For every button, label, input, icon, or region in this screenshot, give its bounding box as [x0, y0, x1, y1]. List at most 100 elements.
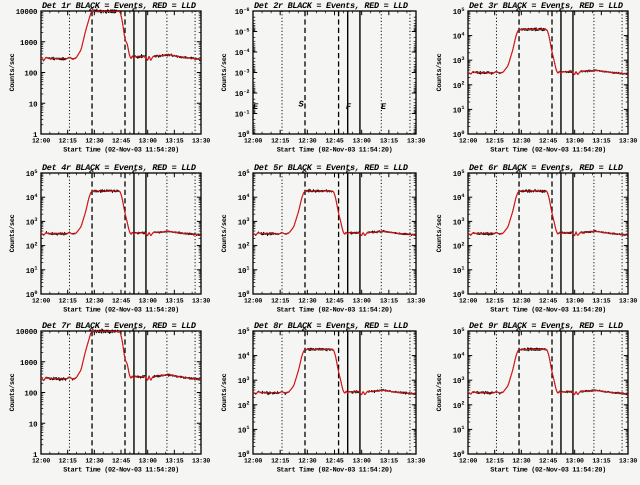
svg-text:Counts/sec: Counts/sec	[221, 53, 229, 91]
svg-text:13:30: 13:30	[619, 298, 637, 305]
svg-text:Start Time (02-Nov-03 11:54:20: Start Time (02-Nov-03 11:54:20)	[63, 466, 179, 474]
svg-text:Start Time (02-Nov-03 11:54:20: Start Time (02-Nov-03 11:54:20)	[277, 466, 393, 474]
svg-text:12:00: 12:00	[32, 458, 50, 465]
svg-text:13:15: 13:15	[592, 458, 610, 465]
svg-text:Det 5r BLACK = Events, RED = L: Det 5r BLACK = Events, RED = LLD	[254, 163, 408, 173]
svg-text:Start Time (02-Nov-03 11:54:20: Start Time (02-Nov-03 11:54:20)	[490, 146, 606, 154]
svg-text:Det 9r BLACK = Events, RED = L: Det 9r BLACK = Events, RED = LLD	[469, 321, 623, 331]
svg-text:13:00: 13:00	[353, 138, 371, 145]
svg-text:12:30: 12:30	[85, 458, 103, 465]
svg-text:13:00: 13:00	[139, 138, 157, 145]
svg-text:13:15: 13:15	[592, 298, 610, 305]
svg-text:13:00: 13:00	[566, 138, 584, 145]
svg-text:13:00: 13:00	[566, 458, 584, 465]
svg-text:Counts/sec: Counts/sec	[9, 214, 17, 252]
svg-text:Start Time (02-Nov-03 11:54:20: Start Time (02-Nov-03 11:54:20)	[63, 146, 179, 154]
svg-text:13:00: 13:00	[353, 298, 371, 305]
svg-text:1000: 1000	[20, 40, 38, 48]
svg-text:13:15: 13:15	[592, 138, 610, 145]
svg-text:12:45: 12:45	[539, 458, 557, 465]
svg-text:100: 100	[24, 71, 38, 79]
svg-text:12:45: 12:45	[325, 138, 343, 145]
svg-text:Start Time (02-Nov-03 11:54:20: Start Time (02-Nov-03 11:54:20)	[277, 306, 393, 314]
svg-text:13:00: 13:00	[139, 298, 157, 305]
svg-text:12:45: 12:45	[325, 298, 343, 305]
svg-text:13:15: 13:15	[165, 298, 183, 305]
svg-text:12:45: 12:45	[539, 138, 557, 145]
svg-text:Counts/sec: Counts/sec	[9, 373, 17, 411]
svg-text:10000: 10000	[16, 329, 38, 337]
svg-text:13:30: 13:30	[407, 138, 425, 145]
svg-text:12:15: 12:15	[59, 458, 77, 465]
svg-text:13:30: 13:30	[619, 138, 637, 145]
svg-text:12:00: 12:00	[459, 138, 477, 145]
svg-text:13:30: 13:30	[192, 458, 210, 465]
svg-text:12:00: 12:00	[244, 298, 262, 305]
svg-text:12:15: 12:15	[486, 298, 504, 305]
svg-text:Counts/sec: Counts/sec	[221, 373, 229, 411]
svg-text:12:00: 12:00	[459, 298, 477, 305]
svg-text:F: F	[346, 102, 352, 112]
svg-text:Det 1r BLACK = Events, RED = L: Det 1r BLACK = Events, RED = LLD	[42, 1, 196, 11]
svg-text:12:15: 12:15	[486, 138, 504, 145]
svg-text:12:15: 12:15	[59, 138, 77, 145]
svg-text:12:45: 12:45	[539, 298, 557, 305]
svg-text:12:30: 12:30	[85, 138, 103, 145]
svg-text:12:15: 12:15	[271, 458, 289, 465]
svg-text:13:00: 13:00	[139, 458, 157, 465]
svg-text:E: E	[253, 102, 259, 112]
svg-text:Counts/sec: Counts/sec	[9, 53, 17, 91]
svg-text:12:45: 12:45	[112, 138, 130, 145]
svg-text:12:00: 12:00	[244, 138, 262, 145]
svg-text:12:45: 12:45	[325, 458, 343, 465]
svg-text:Counts/sec: Counts/sec	[221, 214, 229, 252]
svg-text:12:30: 12:30	[298, 298, 316, 305]
svg-text:12:30: 12:30	[512, 298, 530, 305]
svg-text:Det 2r BLACK = Events, RED = L: Det 2r BLACK = Events, RED = LLD	[254, 1, 408, 11]
svg-text:12:30: 12:30	[298, 138, 316, 145]
svg-text:13:00: 13:00	[353, 458, 371, 465]
svg-text:12:30: 12:30	[512, 138, 530, 145]
svg-text:13:00: 13:00	[566, 298, 584, 305]
svg-text:12:45: 12:45	[112, 458, 130, 465]
svg-text:100: 100	[24, 391, 38, 399]
svg-text:10: 10	[29, 101, 38, 109]
svg-text:Det 7r BLACK = Events, RED = L: Det 7r BLACK = Events, RED = LLD	[42, 321, 196, 331]
svg-text:13:15: 13:15	[165, 138, 183, 145]
svg-text:13:30: 13:30	[192, 138, 210, 145]
svg-text:13:15: 13:15	[380, 458, 398, 465]
svg-text:13:15: 13:15	[380, 138, 398, 145]
svg-text:Counts/sec: Counts/sec	[436, 214, 444, 252]
svg-text:13:30: 13:30	[407, 298, 425, 305]
svg-text:12:30: 12:30	[512, 458, 530, 465]
svg-text:Start Time (02-Nov-03 11:54:20: Start Time (02-Nov-03 11:54:20)	[490, 306, 606, 314]
svg-text:Det 6r BLACK = Events, RED = L: Det 6r BLACK = Events, RED = LLD	[469, 163, 623, 173]
svg-text:Start Time (02-Nov-03 11:54:20: Start Time (02-Nov-03 11:54:20)	[277, 146, 393, 154]
svg-text:12:45: 12:45	[112, 298, 130, 305]
svg-text:12:15: 12:15	[59, 298, 77, 305]
svg-text:Start Time (02-Nov-03 11:54:20: Start Time (02-Nov-03 11:54:20)	[490, 466, 606, 474]
svg-text:12:00: 12:00	[459, 458, 477, 465]
svg-text:12:30: 12:30	[85, 298, 103, 305]
svg-text:12:15: 12:15	[271, 298, 289, 305]
svg-text:Det 4r BLACK = Events, RED = L: Det 4r BLACK = Events, RED = LLD	[42, 163, 196, 173]
svg-text:13:30: 13:30	[407, 458, 425, 465]
svg-text:Start Time (02-Nov-03 11:54:20: Start Time (02-Nov-03 11:54:20)	[63, 306, 179, 314]
svg-text:12:30: 12:30	[298, 458, 316, 465]
svg-text:S: S	[299, 99, 305, 109]
svg-text:E: E	[381, 102, 387, 112]
svg-text:12:00: 12:00	[32, 138, 50, 145]
svg-text:10: 10	[29, 421, 38, 429]
svg-text:1000: 1000	[20, 360, 38, 368]
svg-text:Det 3r BLACK = Events, RED = L: Det 3r BLACK = Events, RED = LLD	[469, 1, 623, 11]
svg-text:12:15: 12:15	[271, 138, 289, 145]
svg-text:Counts/sec: Counts/sec	[436, 373, 444, 411]
svg-text:10000: 10000	[16, 9, 38, 17]
svg-text:13:15: 13:15	[165, 458, 183, 465]
svg-text:Counts/sec: Counts/sec	[436, 53, 444, 91]
svg-text:12:00: 12:00	[244, 458, 262, 465]
svg-text:12:00: 12:00	[32, 298, 50, 305]
svg-text:13:30: 13:30	[619, 458, 637, 465]
svg-text:Det 8r BLACK = Events, RED = L: Det 8r BLACK = Events, RED = LLD	[254, 321, 408, 331]
svg-text:12:15: 12:15	[486, 458, 504, 465]
